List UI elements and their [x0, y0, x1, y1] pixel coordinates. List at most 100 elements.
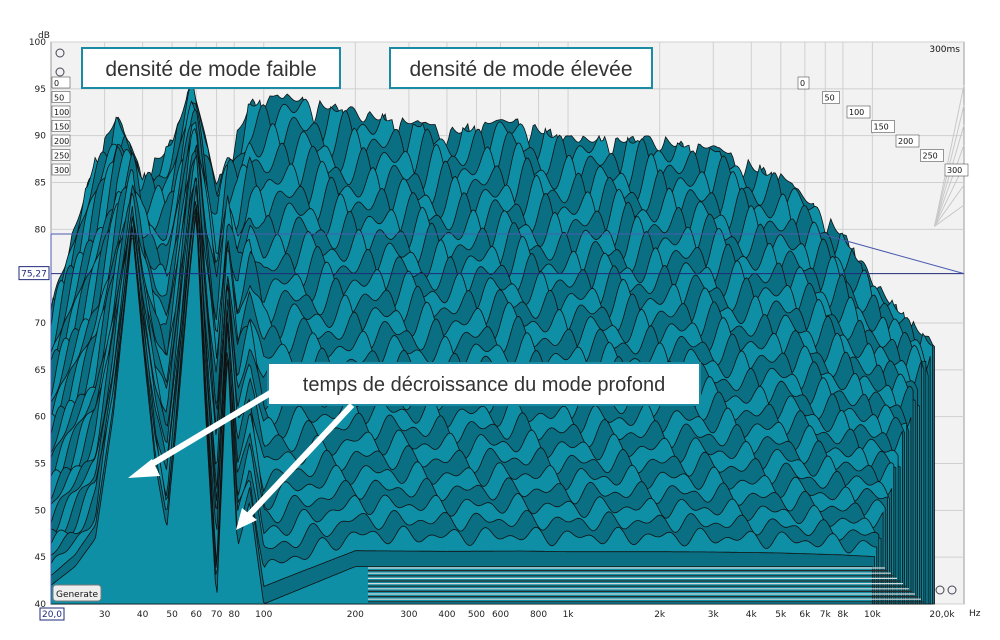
time-axis: 0 50 100 150 200 250 300 0 50 100 150 200 250 300 300m…	[51, 45, 969, 177]
y-tick-label: 85	[35, 179, 46, 189]
time-tick-box-right	[920, 149, 944, 162]
arrow-head-left	[128, 459, 160, 478]
x-tick-label: 600	[492, 610, 509, 620]
x-tick-label: 500	[468, 610, 485, 620]
x-tick-label: 2k	[654, 610, 666, 620]
y-tick-label: 95	[35, 85, 46, 95]
x-tick-label: 50	[166, 610, 178, 620]
perspective-line	[934, 204, 965, 227]
time-tick-box-right	[822, 91, 840, 104]
y-tick-label: 100	[29, 38, 46, 48]
cursor-level-label: 75,27	[21, 270, 47, 280]
zoom-controls-left[interactable]	[55, 48, 65, 77]
x-tick-label: 30	[99, 610, 111, 620]
y-tick-label: 80	[35, 225, 47, 235]
time-tick-label-left: 250	[54, 152, 69, 161]
time-tick-label-left: 150	[54, 123, 69, 132]
time-tick-box-left	[51, 163, 71, 176]
x-tick-label: 400	[438, 610, 455, 620]
x-tick-label: 60	[190, 610, 202, 620]
y-tick-label: 60	[35, 413, 47, 423]
x-axis-unit: Hz	[969, 609, 981, 619]
time-tick-label-left: 50	[54, 94, 64, 103]
arrow-head-right	[236, 508, 257, 530]
time-tick-label-left: 100	[54, 108, 69, 117]
annotation-box-low-density	[81, 47, 341, 89]
y-axis: 100 95 90 85 80 70 65 60 55 50 45 40	[29, 38, 46, 610]
time-tick-box-left	[51, 149, 71, 161]
x-tick-label: 300	[400, 610, 417, 620]
time-tick-box-left	[51, 76, 71, 89]
perspective-line	[934, 84, 965, 227]
generate-button[interactable]: Generate	[52, 584, 102, 602]
annotation-box-high-density	[389, 47, 653, 89]
x-tick-label: 10k	[864, 610, 881, 620]
x-tick-label: 40	[137, 610, 149, 620]
y-tick-label: 65	[35, 366, 46, 376]
y-tick-label: 45	[35, 553, 46, 563]
perspective-line	[934, 184, 965, 227]
time-tick-label-right: 250	[923, 152, 938, 161]
arrow-line-left	[145, 389, 274, 470]
decay-floor	[367, 567, 924, 603]
annotation-decay: temps de décroissance du mode profond	[303, 374, 665, 396]
y-tick-label: 40	[35, 600, 47, 610]
time-axis-unit: 300ms	[929, 45, 960, 55]
y-tick-label: 50	[35, 506, 47, 516]
time-tick-label-left: 300	[54, 166, 69, 175]
waterfall-slice	[50, 216, 873, 605]
cursor-perspective-line	[821, 233, 965, 275]
time-tick-box-right	[797, 76, 810, 90]
zoom-in-icon[interactable]	[935, 585, 945, 595]
x-tick-label: 8k	[837, 610, 849, 620]
time-tick-label-left: 200	[54, 137, 69, 146]
x-tick-label: 1k	[563, 610, 575, 620]
x-tick-label: 3k	[708, 610, 720, 620]
time-tick-box-right	[846, 105, 871, 119]
x-axis: 30 40 50 60 70 80 100 200 300 400 500 600 800 1k 2k 3k 4…	[39, 607, 955, 621]
x-tick-label: 6k	[799, 610, 811, 620]
time-tick-label-right: 100	[849, 108, 864, 117]
zoom-out-icon[interactable]	[55, 67, 65, 77]
generate-button-label[interactable]: Generate	[56, 590, 98, 600]
time-tick-box-left	[51, 91, 71, 103]
x-tick-label: 800	[530, 610, 547, 620]
perspective-line	[934, 144, 965, 227]
annotation-box-decay	[267, 362, 701, 406]
time-tick-label-left: 0	[54, 79, 59, 88]
time-tick-label-right: 0	[800, 79, 805, 88]
x-tick-label: 4k	[746, 610, 758, 620]
y-axis-label: dB	[38, 31, 50, 41]
y-tick-label: 70	[35, 319, 47, 329]
x-end-label: 20,0k	[929, 610, 955, 620]
y-tick-label: 55	[35, 460, 46, 470]
x-tick-label: 5k	[775, 610, 787, 620]
zoom-controls-right[interactable]	[935, 585, 957, 595]
time-tick-box-right	[871, 120, 895, 133]
time-tick-label-right: 300	[947, 166, 962, 175]
cursor-line: 75,27	[18, 233, 965, 604]
x-tick-label: 100	[255, 610, 272, 620]
x-tick-label: 80	[229, 610, 241, 620]
time-tick-box-left	[51, 105, 71, 118]
x-tick-label: 7k	[820, 610, 832, 620]
time-tick-box-right	[895, 134, 920, 148]
time-tick-label-right: 50	[825, 94, 835, 103]
x-tick-label: 200	[347, 610, 364, 620]
time-tick-label-right: 200	[898, 137, 913, 146]
time-tick-box-left	[51, 120, 71, 132]
annotation-low-density: densité de mode faible	[105, 58, 316, 81]
x-tick-label: 70	[211, 610, 223, 620]
x-start-box[interactable]	[39, 607, 65, 621]
zoom-in-icon[interactable]	[55, 48, 65, 58]
y-tick-label: 90	[35, 132, 47, 142]
time-tick-box-left	[51, 134, 71, 147]
zoom-out-icon[interactable]	[947, 585, 957, 595]
cursor-level-box[interactable]	[18, 266, 50, 281]
x-start-label: 20,0	[42, 610, 62, 620]
generate-button-frame[interactable]	[52, 584, 102, 602]
arrow-line-right	[245, 402, 355, 519]
time-tick-box-right	[944, 163, 969, 177]
annotation-high-density: densité de mode élevée	[410, 58, 633, 81]
